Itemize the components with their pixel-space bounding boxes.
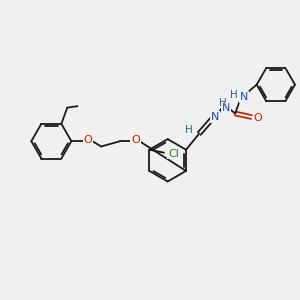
Text: H: H [185,125,193,135]
Text: N: N [222,103,231,113]
Text: N: N [240,92,248,102]
Text: H: H [219,98,227,108]
Text: H: H [230,90,238,100]
Text: O: O [83,135,92,145]
Text: N: N [211,112,219,122]
Text: O: O [131,135,140,145]
Text: Cl: Cl [168,148,179,158]
Text: O: O [254,113,262,123]
